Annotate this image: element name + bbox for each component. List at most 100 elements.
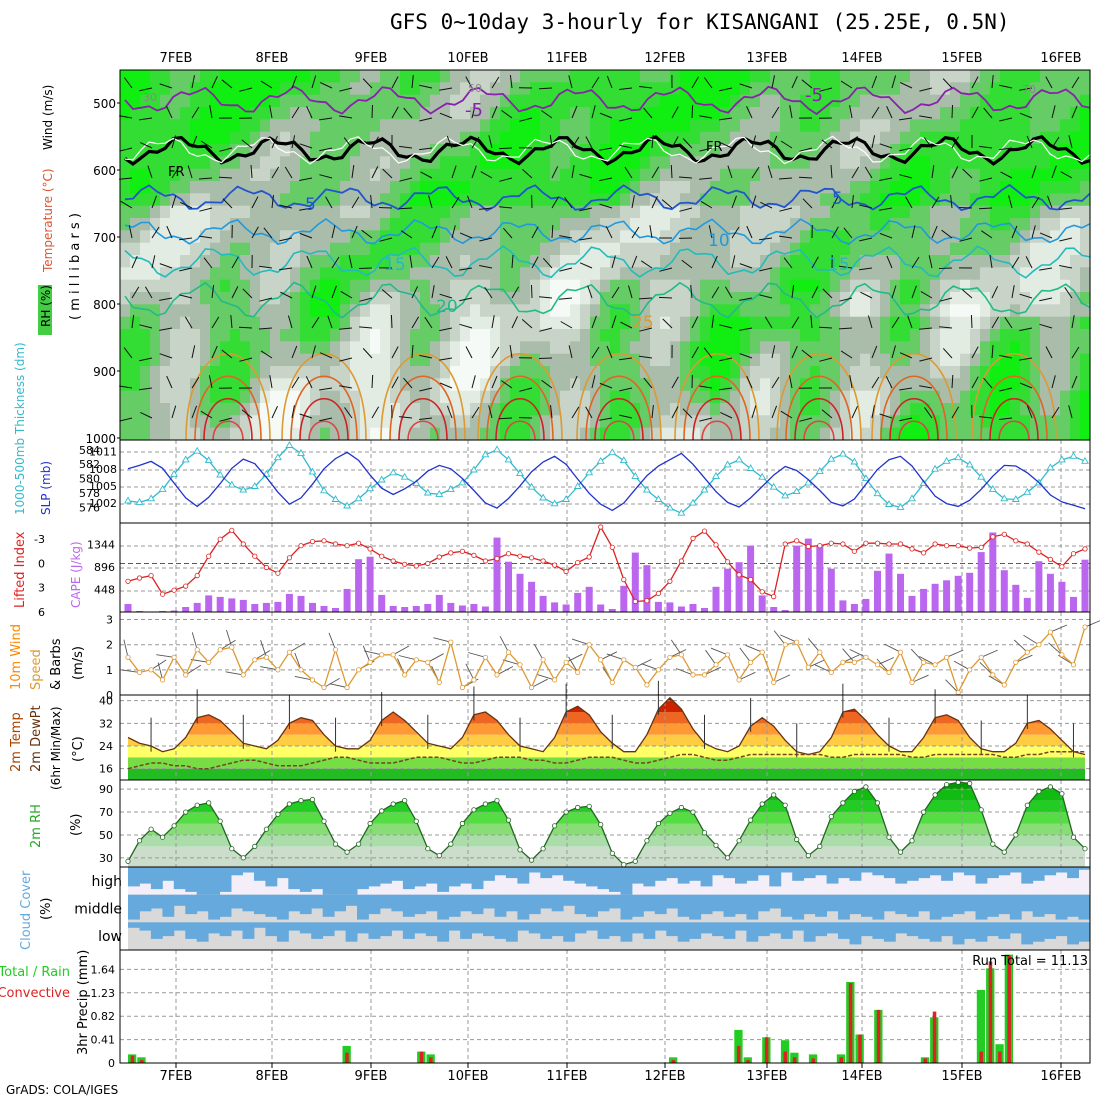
wind-barb (159, 353, 173, 359)
lifted-index-line-point (736, 572, 742, 578)
wind-barb (241, 139, 253, 149)
rh-cell (440, 279, 451, 293)
rh-line-point (586, 803, 592, 809)
cloud-bar (368, 867, 381, 887)
wind-barb (671, 136, 679, 149)
rh-cell (1040, 144, 1051, 157)
wind-barbs (119, 74, 1080, 422)
cloud-bar (1055, 922, 1068, 937)
rh-cell (410, 107, 421, 120)
lifted-index-line-point (367, 546, 373, 552)
rh-cell (350, 70, 361, 83)
rh-cell (120, 70, 131, 83)
wind-barb (306, 105, 313, 119)
rh-cell (960, 119, 971, 133)
rh-cell (730, 403, 741, 416)
rh-line-point (909, 838, 915, 844)
rh-line-point (171, 823, 177, 829)
rh-cell (790, 403, 801, 416)
rh-cell (670, 168, 681, 182)
wind-barb (886, 105, 893, 119)
rh-cell (680, 230, 691, 244)
rh-cell (870, 415, 881, 429)
rh-cell (990, 193, 1001, 207)
rh-cell (930, 230, 941, 244)
rh-cell (120, 378, 131, 392)
rh-cell (850, 119, 861, 133)
rh-cell (910, 119, 921, 133)
rh-cell (610, 193, 621, 207)
temp-contour-20 (124, 281, 1091, 319)
rh-cell (230, 168, 241, 182)
dewpt-axis-title: 2m DewPt (29, 705, 44, 772)
rh-cell (1010, 292, 1021, 305)
cape-bar (989, 532, 997, 612)
rh-cell (230, 156, 241, 170)
wind-barb (439, 87, 453, 91)
wind-barb (184, 316, 193, 329)
rh-line-point (459, 820, 465, 827)
wind-barb (1051, 406, 1060, 419)
rh-cell (520, 107, 531, 120)
rh-cell (1030, 193, 1041, 207)
wind-barb (802, 198, 813, 209)
rh-cell (460, 193, 471, 207)
rh-cell (440, 304, 451, 318)
rh-cell (580, 230, 591, 244)
cape-bar (251, 604, 259, 612)
rh-cell (770, 168, 781, 182)
rh-cell (700, 267, 711, 281)
rh-cell (390, 218, 401, 231)
rh-cell (470, 304, 481, 318)
cloud-bar (643, 867, 656, 887)
rh-cell (970, 341, 981, 355)
cloud-bar (769, 867, 782, 887)
rh-cell (1030, 181, 1041, 194)
rh-cell (270, 205, 281, 219)
rh-cell (990, 218, 1001, 231)
wind-barb (979, 661, 994, 676)
rh-cell (270, 107, 281, 120)
wind-speed-line-point (436, 679, 442, 686)
wind-barb (166, 105, 173, 119)
rh-cell (210, 366, 221, 379)
rh-line-point (240, 855, 246, 861)
rh-cell (550, 82, 561, 96)
rh-cell (1080, 378, 1091, 392)
rh-cell (190, 304, 201, 318)
rh-cell (330, 279, 341, 293)
rh-cell (890, 255, 901, 268)
rh-cell (150, 267, 161, 281)
wind-barb (351, 196, 360, 209)
rh-cell (1020, 230, 1031, 244)
wind-barb (920, 290, 933, 299)
rh-cell (690, 107, 701, 120)
contour-label: 50 (468, 82, 482, 95)
wind-barb (591, 375, 596, 389)
cloud-bar (929, 922, 942, 942)
rh-cell (350, 427, 361, 441)
wind-barb (739, 353, 753, 359)
rh-cell (320, 230, 331, 244)
wind-barb (271, 166, 280, 179)
wind-barb (539, 327, 553, 332)
rh-cell (150, 107, 161, 120)
rh-cell (780, 390, 791, 404)
precip-convective-bar (876, 1009, 881, 1063)
lifted-index-line-point (286, 555, 292, 561)
rh-cell (950, 304, 961, 318)
rh-cell (830, 316, 841, 330)
cloud-bar (528, 867, 541, 873)
rh-cell (600, 70, 611, 83)
rh-cell (460, 107, 471, 120)
rh-cell (420, 82, 431, 96)
rh-cell (200, 181, 211, 194)
rh-cell (580, 292, 591, 305)
rh-cell (1050, 94, 1061, 108)
rh-cell (710, 427, 721, 441)
rh-cell (1020, 390, 1031, 404)
rh-cell (580, 156, 591, 170)
rh-cell (160, 144, 171, 157)
rh-cell (1050, 316, 1061, 330)
rh-cell (490, 316, 501, 330)
